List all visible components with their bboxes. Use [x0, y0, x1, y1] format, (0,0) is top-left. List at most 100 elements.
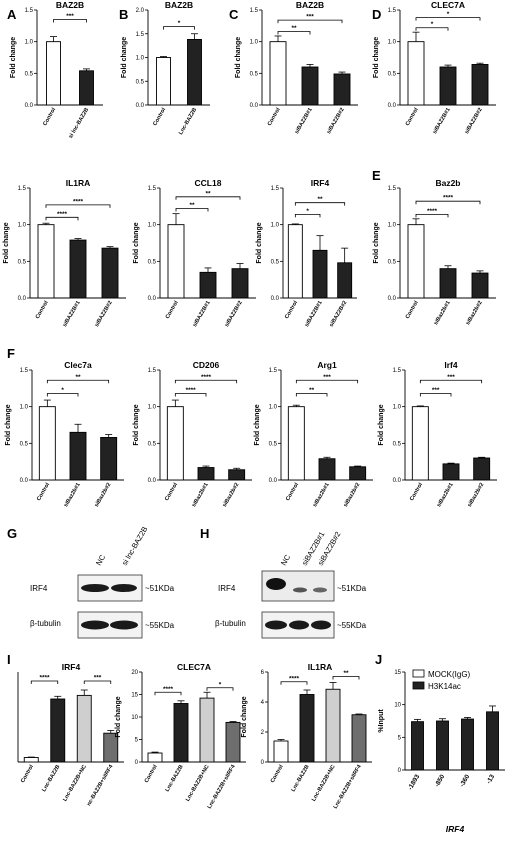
- chart-f2-sig-bracket-1: [174, 379, 238, 384]
- chart-f4-sig-label-0: ***: [432, 387, 440, 394]
- panel-letter-i: I: [7, 652, 11, 667]
- chart-f3-bar-2: [349, 466, 367, 481]
- chart-irf4-cat-1: siBAZ2B#1: [304, 300, 324, 328]
- chart-c-sig-label-0: **: [291, 25, 297, 32]
- chart-f3-ytick-label-3: 1.5: [269, 368, 278, 374]
- chart-a-sig-label-0: ***: [66, 13, 74, 20]
- chart-irf4-cat-0: Control: [284, 300, 299, 320]
- chart-j-cat-3: -13: [485, 773, 496, 785]
- chart-a-ytick-label-0: 0.0: [25, 103, 34, 109]
- blot-h-band-tub-si1: [289, 620, 309, 630]
- chart-i3-sig-label-0: ****: [289, 675, 300, 682]
- chart-irf4-ytick-label-3: 1.5: [271, 186, 280, 192]
- chart-i2-ytick-label-3: 15: [131, 693, 138, 699]
- chart-f1-ytick-label-0: 0.0: [20, 478, 29, 484]
- chart-f3-cat-0: Control: [285, 482, 300, 502]
- chart-i3-ytick-label-0: 0: [261, 760, 265, 766]
- chart-f3-sig-label-0: **: [309, 387, 315, 394]
- chart-il1ra-sig-label-0: ****: [57, 211, 68, 218]
- chart-f3-bar-1: [318, 458, 336, 481]
- chart-d-cat-2: siBAZ2B#2: [464, 107, 484, 135]
- blot-h-row-tubulin: β-tubulin: [215, 619, 246, 628]
- chart-ccl18-cat-1: siBAZ2B#1: [192, 300, 212, 328]
- chart-i1-sig-label-0: ****: [39, 675, 50, 682]
- chart-a-ytick-label-1: 0.5: [25, 71, 34, 77]
- chart-i2-ylabel: Fold change: [115, 696, 122, 737]
- chart-f4-ytick-label-2: 1.0: [393, 405, 402, 411]
- chart-irf4-ytick-label-0: 0.0: [271, 296, 280, 302]
- chart-a-title: BAZ2B: [56, 0, 84, 10]
- chart-f1-cat-2: siBaz2b#2: [94, 482, 113, 508]
- chart-irf4-bar-1: [312, 249, 328, 299]
- panel-letter-b: B: [119, 7, 128, 22]
- chart-irf4: IRF4 Fold change 0.0 0.5 1.0 1.5 Control siBAZ2…: [256, 178, 357, 328]
- chart-e-cat-1: siBaz2b#1: [433, 300, 452, 326]
- chart-i2-sig-label-0: ****: [163, 686, 174, 693]
- chart-i2-bar-2: [199, 697, 215, 763]
- chart-irf4-sig-bracket-1: [294, 202, 346, 206]
- chart-d-ytick-label-2: 1.0: [388, 40, 397, 46]
- chart-i1-cat-2: Lnc-BAZ2B+NC: [62, 764, 88, 803]
- chart-j-cat-1: -850: [434, 773, 447, 788]
- chart-e-title: Baz2b: [435, 178, 460, 188]
- chart-i3-sig-bracket-1: [332, 676, 360, 680]
- chart-e-ytick-label-0: 0.0: [388, 296, 397, 302]
- chart-i2-ytick-label-1: 5: [135, 738, 139, 744]
- panel-letter-d: D: [372, 7, 381, 22]
- chart-il1ra-sig-bracket-1: [45, 204, 111, 208]
- blot-g-band-tub-nc: [81, 620, 109, 630]
- chart-ccl18-bar-2: [231, 268, 249, 299]
- chart-d: CLEC7A Fold change 0.0 0.5 1.0 1.5 Control siBA…: [373, 0, 496, 135]
- chart-il1ra-cat-2: siBAZ2B#2: [94, 300, 114, 328]
- chart-j-ytick-label-1: 5: [398, 735, 402, 741]
- chart-irf4-bar-2: [337, 262, 353, 299]
- chart-f3: Arg1 Fold change 0.0 0.5 1.0 1.5 Control siBaz2…: [254, 360, 373, 508]
- chart-j-ylabel: %Input: [378, 709, 385, 733]
- chart-il1ra-bar-2: [101, 247, 119, 299]
- chart-ccl18-title: CCL18: [195, 178, 222, 188]
- blot-h-band-tub-si2: [311, 620, 331, 630]
- chart-i3-ylabel: Fold change: [241, 696, 248, 737]
- charts-layer: BAZ2B Fold change 0.0 0.5 1.0 1.5 Control si ln…: [3, 0, 505, 834]
- chart-e: Baz2b Fold change 0.0 0.5 1.0 1.5 Control siBaz…: [373, 178, 496, 326]
- chart-f2: CD206 Fold change 0.0 0.5 1.0 1.5 Control siBaz…: [133, 360, 252, 508]
- blot-g: NC si lnc-BAZ2B IRF4 β-tubulin ~51KDa ~5…: [30, 525, 175, 639]
- blot-g-lane-si: si lnc-BAZ2B: [120, 525, 149, 567]
- chart-e-sig-label-0: ****: [427, 208, 438, 215]
- chart-c-bar-1: [301, 66, 319, 106]
- chart-i2-ytick-label-4: 20: [131, 670, 138, 676]
- chart-f3-ytick-label-1: 0.5: [269, 441, 278, 447]
- chart-b-ytick-label-3: 1.5: [136, 32, 145, 38]
- chart-d-bar-0: [407, 41, 425, 106]
- chart-i3-bar-1: [299, 694, 315, 763]
- chart-il1ra-bar-0: [37, 224, 55, 299]
- chart-irf4-sig-label-1: **: [317, 196, 323, 203]
- chart-i2-sig-bracket-1: [206, 687, 234, 691]
- chart-f4-bar-1: [442, 463, 460, 481]
- chart-f3-bar-0: [287, 406, 305, 481]
- blot-h-size-tubulin: ~55KDa: [337, 621, 367, 630]
- chart-d-ytick-label-3: 1.5: [388, 8, 397, 14]
- chart-b-sig-bracket-0: [163, 26, 195, 30]
- blot-h-band-tub-nc: [265, 620, 287, 630]
- chart-e-sig-bracket-1: [415, 200, 481, 205]
- chart-i2-cat-1: Lnc-BAZ2B: [165, 764, 185, 793]
- chart-i2-sig-label-1: *: [219, 681, 222, 688]
- chart-a-ytick-label-2: 1.0: [25, 40, 34, 46]
- chart-il1ra-ytick-label-0: 0.0: [18, 296, 27, 302]
- chart-i3-sig-bracket-0: [280, 681, 308, 685]
- blot-g-size-tubulin: ~55KDa: [145, 621, 175, 630]
- chart-ccl18-ylabel: Fold change: [133, 222, 140, 263]
- blot-h-band-irf4-si1: [293, 587, 307, 593]
- chart-d-cat-1: siBAZ2B#1: [432, 107, 452, 135]
- chart-i3-bar-3: [351, 714, 367, 763]
- chart-f1-sig-bracket-0: [46, 393, 79, 397]
- chart-il1ra-ytick-label-1: 0.5: [18, 259, 27, 265]
- chart-ccl18-sig-bracket-1: [175, 196, 241, 200]
- chart-il1ra: IL1RA Fold change 0.0 0.5 1.0 1.5 Control siBAZ…: [3, 178, 126, 328]
- chart-il1ra-ytick-label-2: 1.0: [18, 223, 27, 229]
- chart-i2-cat-3: Lnc-BAZ2B+siIRF4: [207, 763, 237, 810]
- chart-irf4-ylabel: Fold change: [256, 222, 263, 263]
